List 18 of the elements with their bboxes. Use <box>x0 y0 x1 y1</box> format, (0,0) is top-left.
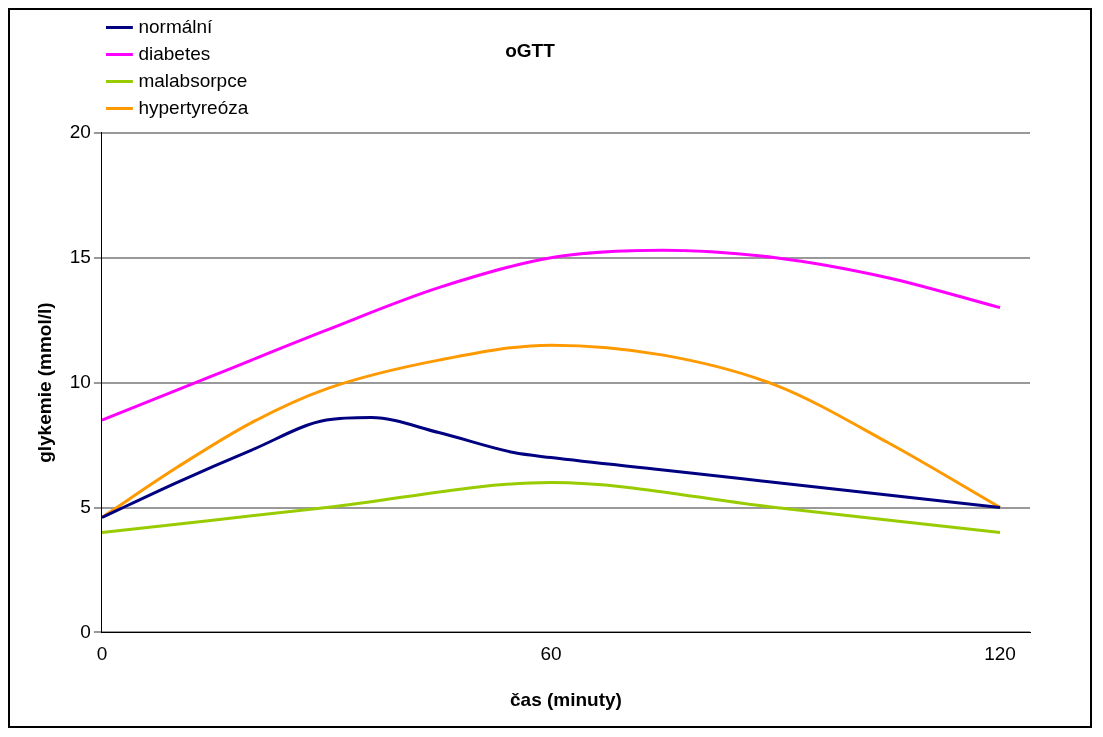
y-tick-label: 0 <box>80 620 91 642</box>
x-tick-label: 60 <box>540 643 562 665</box>
legend-label: normální <box>138 15 214 37</box>
y-tick-label: 20 <box>69 121 91 143</box>
line-series <box>101 416 1002 519</box>
line-series <box>101 248 1002 422</box>
chart-title: oGTT <box>505 39 556 61</box>
y-tick-label: 10 <box>69 370 91 392</box>
legend-label: hypertyreóza <box>138 96 249 118</box>
x-tick-label: 120 <box>984 643 1016 665</box>
x-tick-label: 0 <box>96 643 108 665</box>
legend-label: malabsorpce <box>138 69 248 91</box>
legend-label: diabetes <box>138 42 211 64</box>
y-axis-title: glykemie (mmol/l) <box>33 302 55 463</box>
y-tick-label: 5 <box>80 495 91 517</box>
y-tick-label: 15 <box>69 245 91 267</box>
line-series <box>101 343 1002 519</box>
x-axis-title: čas (minuty) <box>510 688 622 710</box>
